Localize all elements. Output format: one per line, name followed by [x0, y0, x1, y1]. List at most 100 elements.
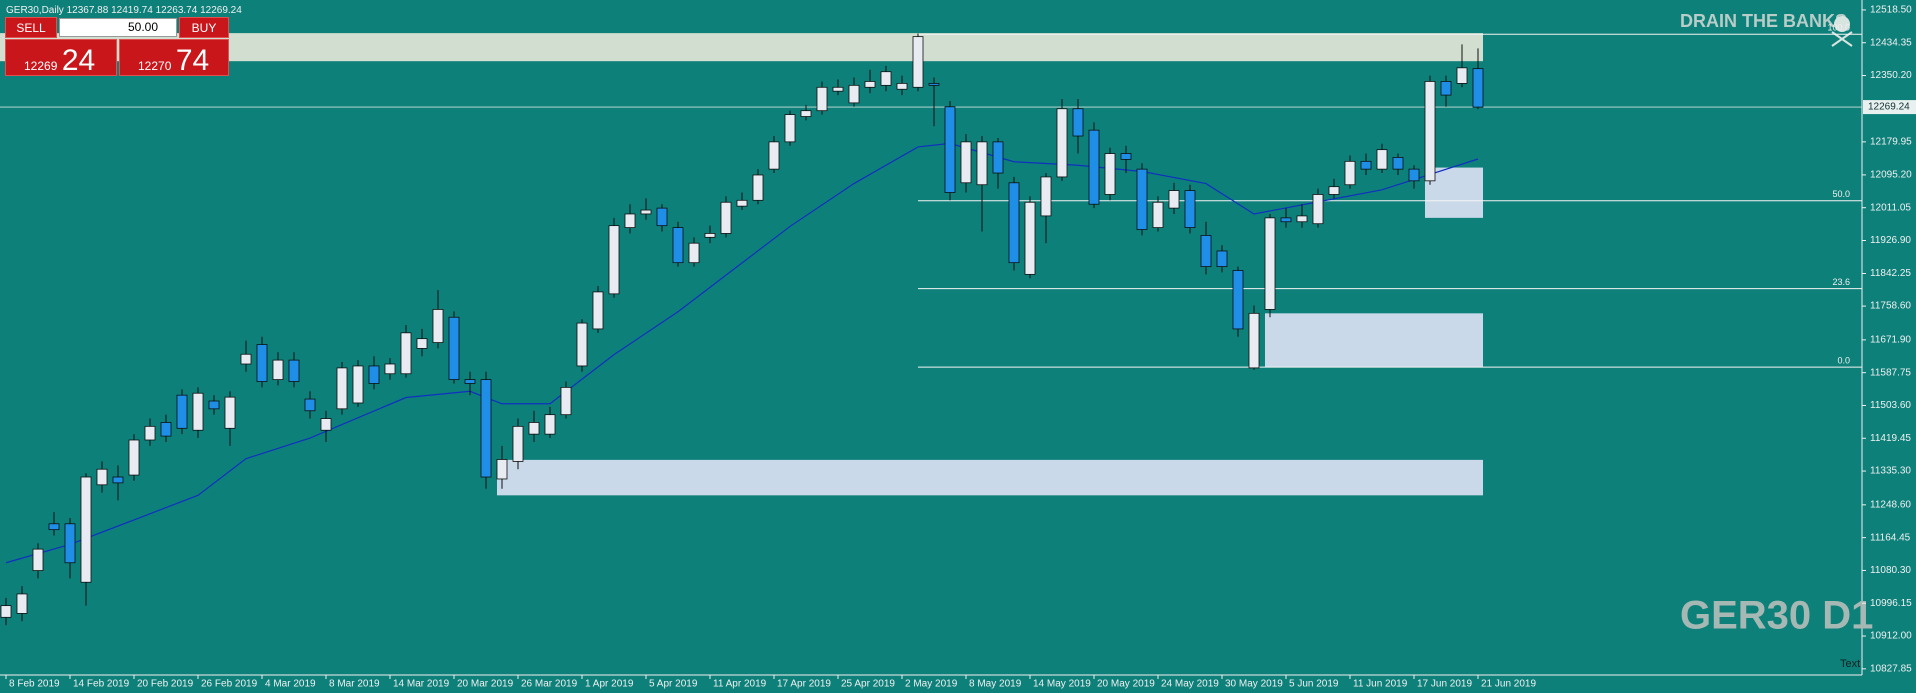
symbol-name: GER30,Daily	[6, 5, 64, 16]
candle-body	[304, 398, 316, 412]
candle-body	[128, 439, 140, 476]
zone	[0, 33, 1483, 62]
ohlc-low: 12263.74	[156, 5, 198, 16]
ohlc-open: 12367.88	[67, 5, 109, 16]
candle-body	[240, 353, 252, 365]
candle-body	[704, 233, 716, 238]
ohlc-high: 12419.74	[111, 5, 153, 16]
candle-body	[1248, 312, 1260, 369]
candle-body	[976, 141, 988, 186]
y-tick-label: 12350.20	[1870, 70, 1912, 81]
candle-body	[656, 207, 668, 227]
fib-label: 100.0	[1827, 23, 1850, 33]
candle-body	[1104, 153, 1116, 195]
candle-body	[1200, 234, 1212, 267]
y-tick-label: 10827.85	[1870, 663, 1912, 674]
candle-body	[560, 386, 572, 416]
candle-body	[592, 291, 604, 330]
candle-body	[1040, 176, 1052, 217]
candle-body	[512, 425, 524, 462]
candle-body	[160, 422, 172, 437]
candle-body	[496, 459, 508, 480]
candle-body	[1168, 190, 1180, 209]
bid-box[interactable]: 12269 24	[5, 39, 117, 77]
candle-body	[928, 83, 940, 86]
x-tick-label: 8 Mar 2019	[329, 679, 380, 690]
trade-panel: SELL 50.00 BUY 12269 24 12270 74	[5, 17, 229, 77]
candle-body	[1408, 168, 1420, 182]
x-tick-label: 20 Mar 2019	[457, 679, 514, 690]
candle-body	[16, 593, 28, 614]
candle-body	[1280, 217, 1292, 223]
candle-body	[688, 242, 700, 264]
lot-input[interactable]: 50.00	[59, 18, 177, 37]
bid-main: 12269	[24, 59, 58, 73]
candle-body	[400, 332, 412, 375]
x-tick-label: 21 Jun 2019	[1481, 679, 1536, 690]
candle-body	[480, 379, 492, 478]
y-tick-label: 11080.30	[1870, 565, 1911, 576]
candle-body	[144, 425, 156, 441]
candle-body	[336, 367, 348, 410]
x-tick-label: 25 Apr 2019	[841, 679, 895, 690]
candle-body	[1312, 194, 1324, 225]
candle-body	[352, 365, 364, 404]
candle-body	[608, 225, 620, 295]
candle-body	[288, 359, 300, 382]
candle-body	[784, 114, 796, 143]
candle-body	[1088, 129, 1100, 205]
buy-button[interactable]: BUY	[179, 17, 229, 38]
candle-body	[448, 316, 460, 380]
ask-box[interactable]: 12270 74	[119, 39, 229, 77]
candle-body	[1216, 250, 1228, 267]
candle-body	[1376, 149, 1388, 170]
x-tick-label: 1 Apr 2019	[585, 679, 634, 690]
x-tick-label: 11 Apr 2019	[713, 679, 767, 690]
candle-body	[960, 141, 972, 184]
y-tick-label: 11587.75	[1870, 367, 1911, 378]
y-tick-label: 11164.45	[1870, 532, 1911, 543]
candle-body	[912, 36, 924, 88]
text-label: Text	[1840, 658, 1860, 670]
candle-body	[640, 209, 652, 215]
x-tick-label: 17 Apr 2019	[777, 679, 831, 690]
candle-body	[736, 199, 748, 207]
y-tick-label: 12179.95	[1870, 137, 1912, 148]
sell-button[interactable]: SELL	[5, 17, 57, 38]
candle-body	[1360, 160, 1372, 170]
symbol: GER30,Daily 12367.88 12419.74 12263.74 1…	[6, 5, 242, 16]
candle-body	[176, 394, 188, 429]
candle-body	[96, 468, 108, 486]
candle-body	[1056, 108, 1068, 178]
candle-body	[80, 476, 92, 583]
x-tick-label: 8 Feb 2019	[9, 679, 60, 690]
candle-body	[528, 422, 540, 435]
x-tick-label: 14 Mar 2019	[393, 679, 450, 690]
candle-body	[1424, 81, 1436, 182]
candle-body	[256, 344, 268, 382]
ohlc-close: 12269.24	[200, 5, 242, 16]
watermark: DRAIN THE BANKS	[1680, 11, 1847, 31]
candle-body	[32, 548, 44, 571]
current-price-label: 12269.24	[1868, 102, 1910, 113]
candle-body	[1008, 182, 1020, 264]
x-tick-label: 26 Mar 2019	[521, 679, 578, 690]
candle-body	[192, 392, 204, 431]
candle-body	[880, 71, 892, 86]
candle-body	[752, 174, 764, 201]
ask-main: 12270	[138, 59, 172, 73]
candle-body	[1184, 190, 1196, 228]
candle-body	[0, 605, 12, 618]
candle-body	[1456, 67, 1468, 84]
candle-body	[1472, 68, 1484, 108]
ask-pips: 74	[175, 44, 210, 77]
candle-body	[672, 227, 684, 264]
plot: 100.0 50.0 23.6 0.0 12518.50 12434.35 12350.20…	[0, 5, 1916, 690]
candle-body	[368, 365, 380, 384]
x-tick-label: 14 Feb 2019	[73, 679, 130, 690]
candle-body	[1072, 108, 1084, 137]
x-tick-label: 26 Feb 2019	[201, 679, 258, 690]
candle-body	[416, 338, 428, 349]
x-tick-label: 20 Feb 2019	[137, 679, 194, 690]
